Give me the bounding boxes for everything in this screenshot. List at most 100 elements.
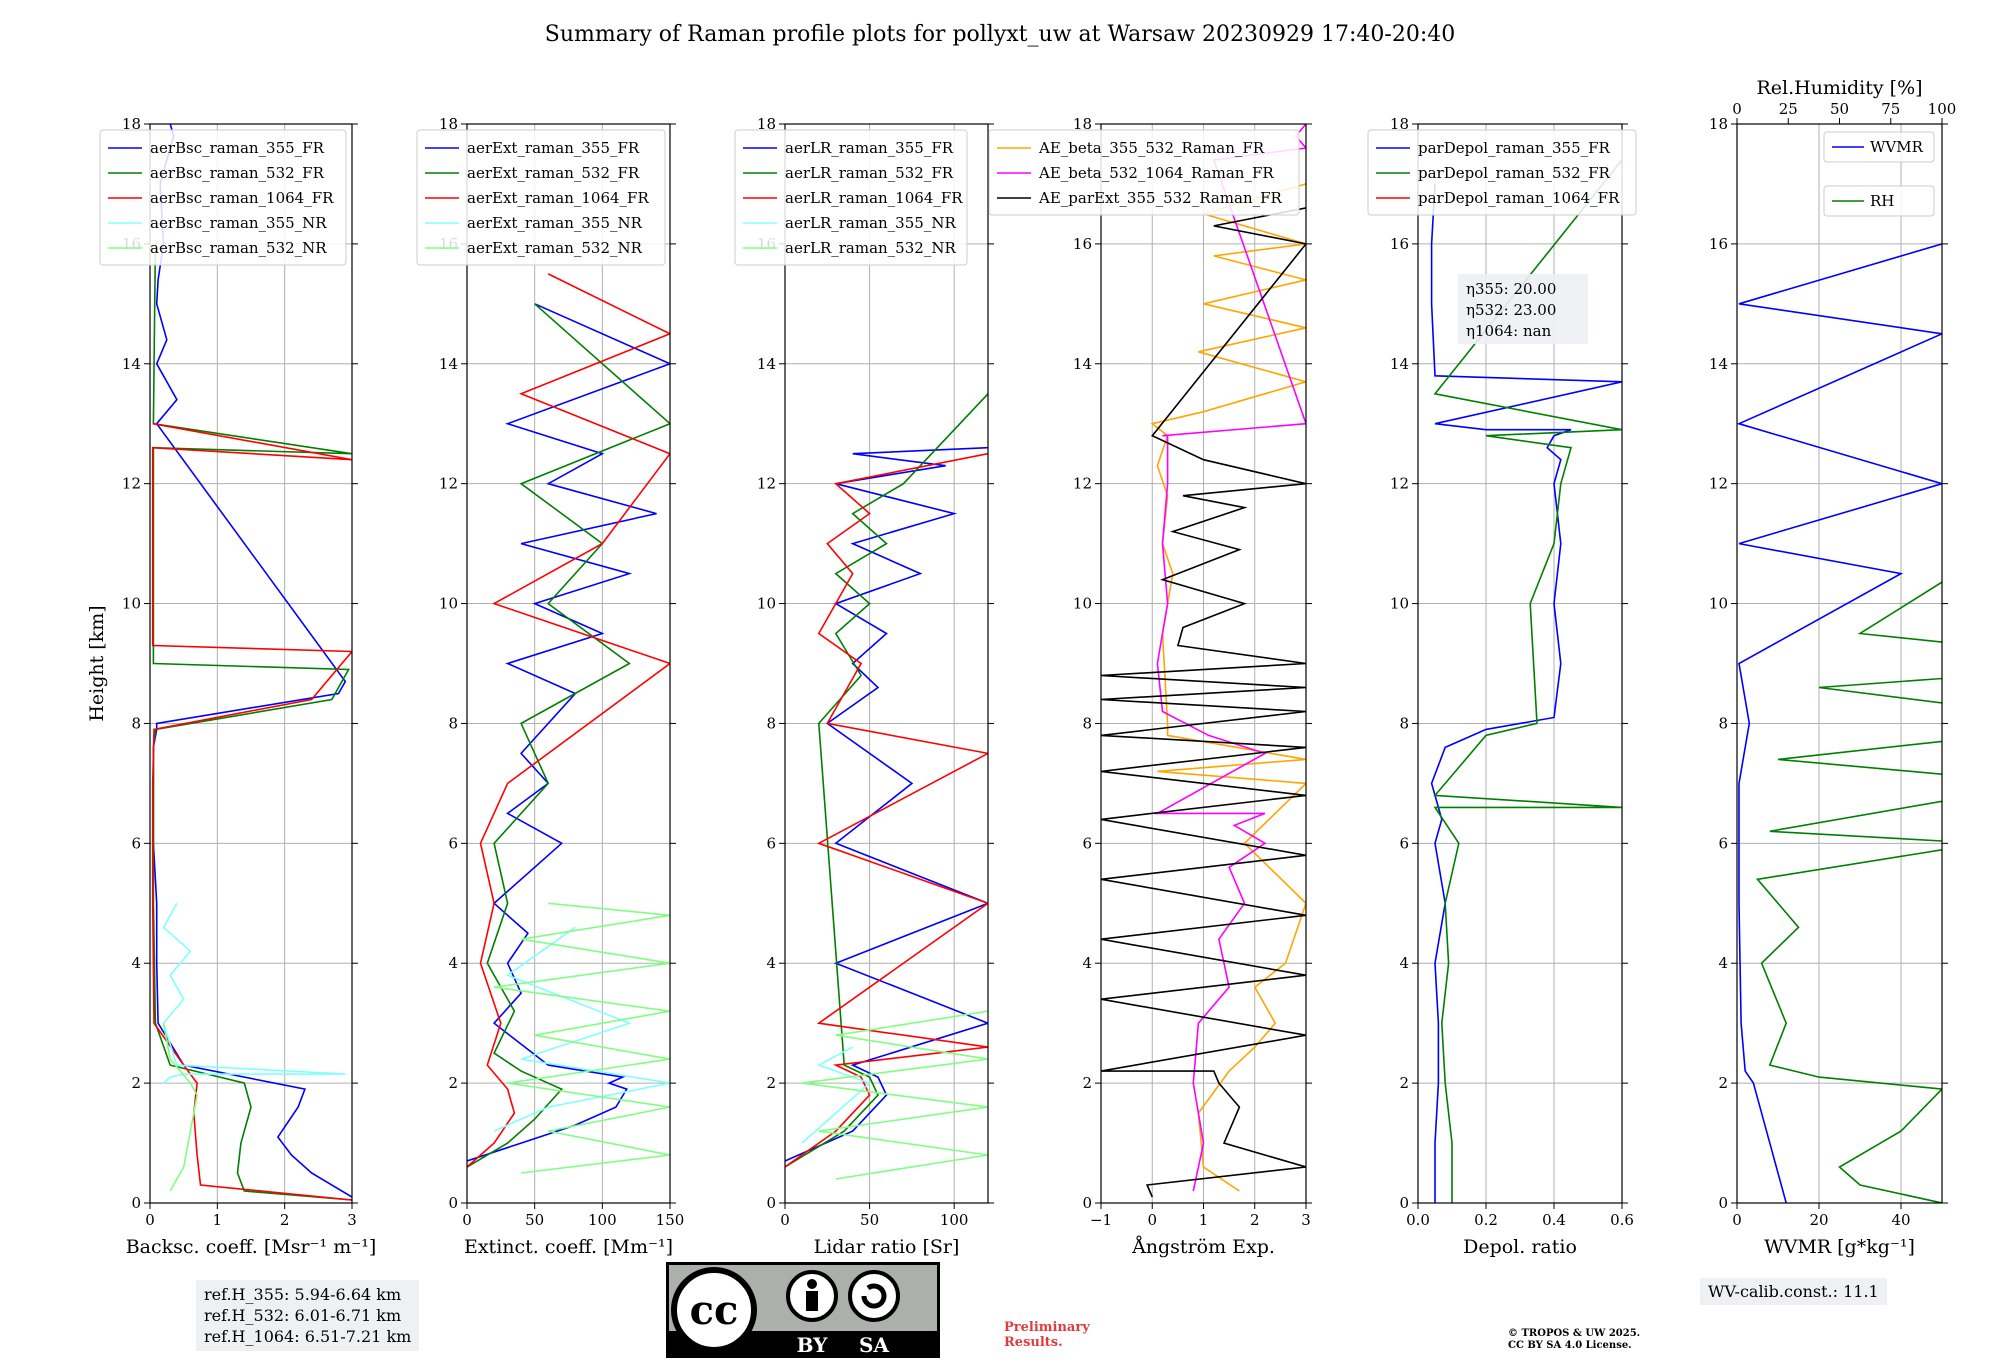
series-line-WVMR <box>1737 243 1942 1203</box>
legend-entry: aerExt_raman_355_FR <box>467 139 640 157</box>
x-tick-label: 1 <box>213 1211 223 1229</box>
legend-entry: parDepol_raman_355_FR <box>1418 139 1611 157</box>
legend-box <box>1823 131 1935 163</box>
y-tick-label: 14 <box>439 355 458 373</box>
series-line-parDepol_raman_532_FR <box>1433 159 1622 1203</box>
cc-logo-icon <box>671 1267 757 1353</box>
x-tick-label: 150 <box>656 1211 685 1229</box>
series-line-aerBsc_raman_532_FR <box>152 243 352 1201</box>
x-tick-label: 50 <box>860 1211 879 1229</box>
annotation-line: η532: 23.00 <box>1466 301 1556 319</box>
x-axis-label: Extinct. coeff. [Mm⁻¹] <box>464 1236 673 1258</box>
legend-box <box>1823 185 1935 217</box>
y-tick-label: 16 <box>1390 235 1409 253</box>
legend-entry: aerExt_raman_532_FR <box>467 164 640 182</box>
x-axis-label: Ångström Exp. <box>1131 1236 1275 1258</box>
y-tick-label: 4 <box>766 954 776 972</box>
x2-tick-label: 100 <box>1928 100 1957 118</box>
legend-box <box>99 129 347 266</box>
y-tick-label: 14 <box>1390 355 1409 373</box>
x-tick-label: −1 <box>1090 1211 1112 1229</box>
x-tick-label: 0 <box>145 1211 155 1229</box>
x-axis-label: WVMR [g*kg⁻¹] <box>1764 1236 1915 1258</box>
y-tick-label: 2 <box>766 1074 776 1092</box>
y-tick-label: 0 <box>131 1194 141 1212</box>
x-tick-label: 0 <box>1147 1211 1157 1229</box>
axes-frame <box>1736 123 1943 1204</box>
x-tick-label: 1 <box>1199 1211 1209 1229</box>
y-tick-label: 10 <box>439 595 458 613</box>
chart-panel-2: 024681012141618050100150Extinct. coeff. … <box>416 115 685 1258</box>
copyright-line-2: CC BY SA 4.0 License. <box>1508 1340 1632 1351</box>
legend-entry: aerBsc_raman_355_FR <box>150 139 325 157</box>
series-line-AE_parExt_355_532_Raman_FR <box>1101 207 1306 1198</box>
y-tick-label: 0 <box>1399 1194 1409 1212</box>
y-tick-label: 16 <box>1709 235 1728 253</box>
y-tick-label: 2 <box>131 1074 141 1092</box>
legend-entry: aerLR_raman_532_FR <box>785 164 954 182</box>
series-line-aerExt_raman_355_FR <box>467 303 670 1162</box>
cc-logo-text: cc <box>690 1287 739 1334</box>
legend-entry: parDepol_raman_1064_FR <box>1418 189 1620 207</box>
legend-entry: parDepol_raman_532_FR <box>1418 164 1611 182</box>
copyright-line-1: © TROPOS & UW 2025. <box>1508 1328 1641 1339</box>
x-tick-label: 50 <box>525 1211 544 1229</box>
chart-panel-3: 024681012141618050100Lidar ratio [Sr]aer… <box>734 115 994 1258</box>
y-tick-label: 18 <box>1709 115 1728 133</box>
y-tick-label: 6 <box>1718 834 1728 852</box>
x-tick-label: 2 <box>280 1211 290 1229</box>
y-tick-label: 18 <box>122 115 141 133</box>
y-tick-label: 10 <box>122 595 141 613</box>
x-tick-label: 0 <box>1732 1211 1742 1229</box>
x-axis-label: Depol. ratio <box>1463 1236 1577 1258</box>
series-line-aerLR_raman_355_NR <box>801 1046 872 1144</box>
y-tick-label: 14 <box>757 355 776 373</box>
by-person-body <box>806 1291 818 1311</box>
y-tick-label: 10 <box>757 595 776 613</box>
legend-box <box>734 129 968 266</box>
series-line-aerExt_raman_532_NR <box>493 902 670 1174</box>
y-tick-label: 12 <box>1073 475 1092 493</box>
legend-entry: WVMR <box>1870 138 1924 156</box>
y-tick-label: 14 <box>122 355 141 373</box>
series-line-parDepol_raman_355_FR <box>1430 183 1622 1203</box>
legend-entry: AE_parExt_355_532_Raman_FR <box>1038 189 1283 207</box>
y-tick-label: 8 <box>1718 714 1728 732</box>
series-group <box>785 393 988 1180</box>
by-label: BY <box>797 1333 829 1357</box>
series-group <box>1737 243 1942 1203</box>
y-tick-label: 8 <box>131 714 141 732</box>
x2-axis-label: Rel.Humidity [%] <box>1756 77 1922 99</box>
series-line-aerBsc_raman_1064_FR <box>151 422 352 1201</box>
y-tick-label: 8 <box>1082 714 1092 732</box>
legend-box <box>1367 129 1637 216</box>
y-tick-label: 4 <box>1718 954 1728 972</box>
ref-height-532: ref.H_532: 6.01-6.71 km <box>204 1306 402 1325</box>
x-tick-label: 0.4 <box>1542 1211 1566 1229</box>
y-tick-label: 14 <box>1073 355 1092 373</box>
figure-title: Summary of Raman profile plots for polly… <box>544 22 1456 47</box>
legend-entry: aerLR_raman_355_NR <box>785 214 956 232</box>
ref-height-355: ref.H_355: 5.94-6.64 km <box>204 1285 402 1304</box>
x-tick-label: 2 <box>1250 1211 1260 1229</box>
x-tick-label: 40 <box>1891 1211 1910 1229</box>
x-tick-label: 0.6 <box>1610 1211 1634 1229</box>
x-tick-label: 0.0 <box>1406 1211 1430 1229</box>
series-group <box>1101 124 1306 1198</box>
series-line-AE_beta_532_1064_Raman_FR <box>1154 124 1306 1192</box>
legend-entry: AE_beta_355_532_Raman_FR <box>1038 139 1265 157</box>
legend-entry: aerLR_raman_355_FR <box>785 139 954 157</box>
x-tick-label: 3 <box>347 1211 357 1229</box>
y-tick-label: 6 <box>766 834 776 852</box>
y-tick-label: 12 <box>757 475 776 493</box>
y-tick-label: 6 <box>448 834 458 852</box>
y-tick-label: 18 <box>1073 115 1092 133</box>
legend-entry: aerBsc_raman_355_NR <box>150 214 327 232</box>
series-line-aerLR_raman_532_NR <box>801 1010 988 1180</box>
legend-entry: aerBsc_raman_1064_FR <box>150 189 334 207</box>
y-tick-label: 12 <box>1709 475 1728 493</box>
y-tick-label: 8 <box>766 714 776 732</box>
preliminary-note: Preliminary Results. <box>1004 1320 1090 1350</box>
legend-entry: aerExt_raman_532_NR <box>467 239 643 257</box>
